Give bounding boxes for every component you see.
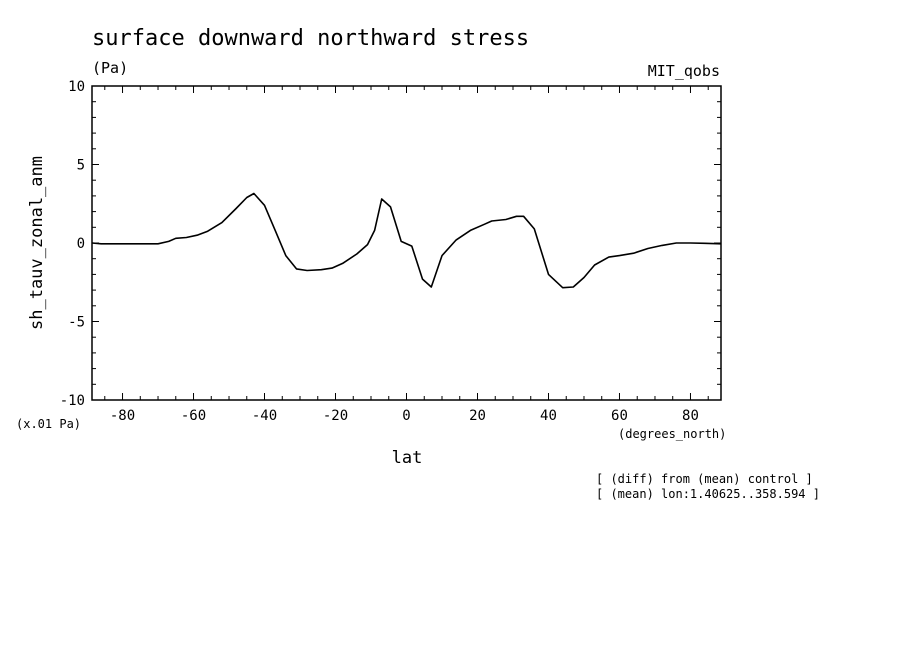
scale-label: (x.01 Pa) [16,417,81,431]
x-tick-label: 40 [540,408,557,424]
x-units-label: (degrees_north) [618,427,726,441]
dataset-label: MIT_qobs [648,62,720,80]
y-tick-label: -5 [68,315,85,331]
series-line [91,192,722,289]
x-tick-label: 80 [682,408,699,424]
x-tick-label: 20 [469,408,486,424]
y-tick-label: 5 [77,158,85,174]
x-axis-label: lat [392,448,423,468]
y-axis-label: sh_tauv_zonal_anm [27,156,47,330]
x-tick-label: -60 [181,408,206,424]
note-line-1: [ (diff) from (mean) control ] [596,472,813,486]
units-label: (Pa) [92,59,128,77]
note-line-2: [ (mean) lon:1.40625..358.594 ] [596,487,820,501]
y-tick-label: 10 [68,79,85,95]
y-tick-label: -10 [60,393,85,409]
y-tick-label: 0 [77,236,85,252]
x-tick-label: 0 [402,408,410,424]
x-axis-ticks: -80 -60 -40 -20 0 20 40 60 80 [104,86,709,424]
x-tick-label: -20 [323,408,348,424]
x-tick-label: -40 [252,408,277,424]
x-tick-label: 60 [611,408,628,424]
series-layer [91,192,722,289]
chart-title: surface downward northward stress [92,26,529,51]
x-tick-label: -80 [110,408,135,424]
